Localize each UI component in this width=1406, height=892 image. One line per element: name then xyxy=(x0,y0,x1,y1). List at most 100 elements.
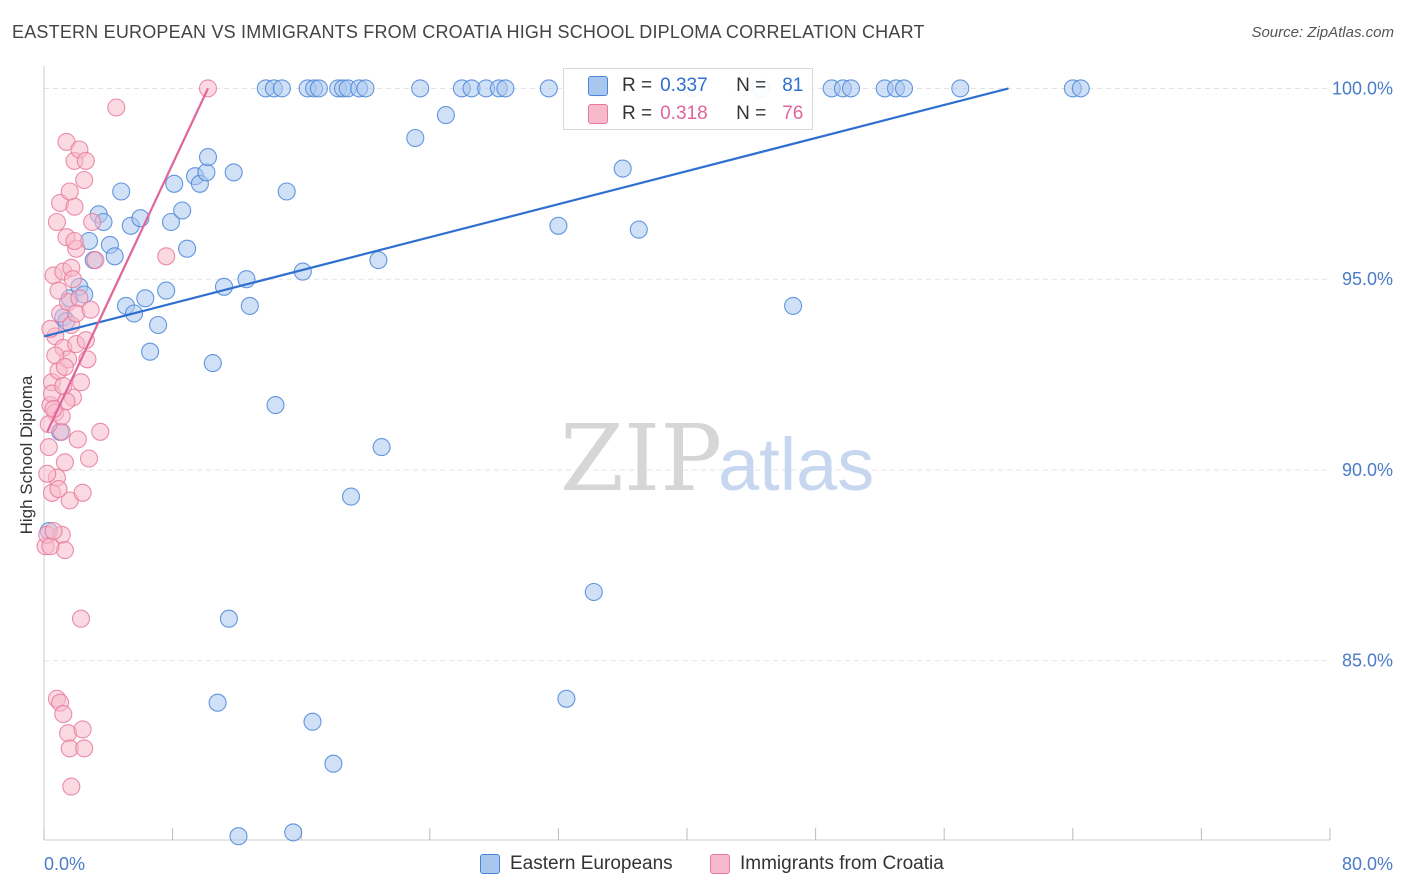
point-immigrant-from-croatia xyxy=(65,197,84,216)
point-eastern-european xyxy=(161,212,181,232)
point-immigrant-from-croatia xyxy=(71,373,91,392)
point-eastern-european xyxy=(411,79,430,98)
point-eastern-european xyxy=(224,163,243,182)
point-eastern-european xyxy=(229,827,248,846)
point-immigrant-from-croatia xyxy=(38,464,57,483)
x-tick-label-max: 80.0% xyxy=(1342,854,1393,874)
point-eastern-european xyxy=(1071,79,1090,98)
point-immigrant-from-croatia xyxy=(71,609,91,628)
point-immigrant-from-croatia xyxy=(60,182,79,201)
point-eastern-european xyxy=(208,693,227,712)
point-immigrant-from-croatia xyxy=(41,537,60,556)
legend-item-eastern-europeans: Eastern Europeans xyxy=(480,853,673,875)
legend-swatch-pink xyxy=(710,854,730,874)
point-immigrant-from-croatia xyxy=(68,430,87,449)
point-immigrant-from-croatia xyxy=(62,777,81,796)
legend-r-label: R = xyxy=(622,103,653,124)
point-eastern-european xyxy=(149,315,168,335)
point-eastern-european xyxy=(613,159,632,178)
legend-row-eastern-europeans: R = 0.337 N = 81 xyxy=(588,74,858,98)
point-immigrant-from-croatia xyxy=(107,98,126,117)
point-eastern-european xyxy=(141,342,160,361)
legend-r-value: 0.318 xyxy=(660,103,708,124)
trend-lines xyxy=(43,87,1009,433)
y-tick-label: 85.0% xyxy=(1342,651,1393,671)
point-immigrant-from-croatia xyxy=(198,79,218,98)
point-eastern-european xyxy=(219,609,238,628)
watermark-atlas: atlas xyxy=(718,423,874,506)
point-eastern-european xyxy=(496,79,515,98)
point-immigrant-from-croatia xyxy=(157,247,176,266)
series-legend: Eastern Europeans Immigrants from Croati… xyxy=(0,853,1406,877)
point-immigrant-from-croatia xyxy=(55,453,74,472)
point-eastern-european xyxy=(112,182,131,201)
point-eastern-european xyxy=(557,689,576,708)
point-immigrant-from-croatia xyxy=(75,170,94,190)
legend-r-value: 0.337 xyxy=(660,75,708,96)
point-eastern-european xyxy=(272,79,291,98)
legend-n-label: N = xyxy=(736,103,767,124)
point-eastern-european xyxy=(203,354,222,373)
legend-item-immigrants-from-croatia: Immigrants from Croatia xyxy=(710,853,944,875)
point-immigrant-from-croatia xyxy=(39,438,58,457)
point-eastern-european xyxy=(406,128,425,148)
y-axis-label: High School Diploma xyxy=(17,375,36,534)
point-eastern-european xyxy=(157,281,176,300)
point-eastern-european xyxy=(539,79,558,98)
legend-n-value: 76 xyxy=(782,103,804,124)
point-immigrant-from-croatia xyxy=(83,212,102,232)
point-immigrant-from-croatia xyxy=(49,479,68,499)
point-eastern-european xyxy=(324,754,343,773)
point-immigrant-from-croatia xyxy=(86,251,105,270)
point-eastern-european xyxy=(629,220,648,239)
point-eastern-european xyxy=(369,251,388,270)
x-tick-label-min: 0.0% xyxy=(44,854,85,874)
legend-row-immigrants-from-croatia: R = 0.318 N = 76 xyxy=(588,102,858,126)
point-immigrant-from-croatia xyxy=(63,270,82,289)
legend-n-label: N = xyxy=(736,75,767,96)
point-eastern-european xyxy=(309,79,328,98)
point-eastern-european xyxy=(136,289,155,308)
trend-line-eastern-europeans xyxy=(43,87,1009,338)
point-eastern-european xyxy=(284,823,303,842)
point-eastern-european xyxy=(356,79,375,98)
point-eastern-european xyxy=(178,239,197,258)
point-eastern-european xyxy=(841,79,861,98)
point-eastern-european xyxy=(277,182,296,201)
point-immigrant-from-croatia xyxy=(73,720,92,739)
point-eastern-european xyxy=(341,487,361,506)
point-immigrant-from-croatia xyxy=(81,300,100,319)
correlation-legend: R = 0.337 N = 81 R = 0.318 N = 76 xyxy=(563,68,813,130)
point-eastern-european xyxy=(584,582,603,602)
point-eastern-european xyxy=(266,396,285,415)
point-eastern-european xyxy=(951,79,970,98)
y-tick-label: 95.0% xyxy=(1342,269,1393,289)
watermark-zip: ZIP xyxy=(560,405,722,512)
point-immigrant-from-croatia xyxy=(79,449,99,468)
point-eastern-european xyxy=(784,296,803,315)
point-eastern-european xyxy=(549,216,568,235)
point-immigrant-from-croatia xyxy=(73,483,92,502)
tick-labels: 100.0% 95.0% 90.0% 85.0% 0.0% 80.0% xyxy=(44,78,1393,874)
point-immigrant-from-croatia xyxy=(55,357,74,376)
point-immigrant-from-croatia xyxy=(54,705,73,724)
point-immigrant-from-croatia xyxy=(75,739,94,758)
trend-line-immigrants-from-croatia xyxy=(46,87,209,433)
point-eastern-european xyxy=(198,148,218,167)
point-eastern-european xyxy=(165,174,184,193)
point-eastern-european xyxy=(372,438,391,457)
point-immigrant-from-croatia xyxy=(49,281,68,300)
point-eastern-european xyxy=(436,106,455,125)
point-immigrant-from-croatia xyxy=(44,521,63,541)
point-eastern-european xyxy=(105,247,124,266)
y-tick-label: 90.0% xyxy=(1342,460,1393,480)
legend-swatch-blue xyxy=(588,76,608,96)
legend-label: Immigrants from Croatia xyxy=(740,853,944,874)
point-immigrant-from-croatia xyxy=(65,231,84,251)
point-eastern-european xyxy=(197,163,216,182)
point-immigrant-from-croatia xyxy=(91,422,110,441)
y-tick-label: 100.0% xyxy=(1332,78,1393,98)
point-eastern-european xyxy=(173,201,192,220)
legend-swatch-pink xyxy=(588,104,608,124)
